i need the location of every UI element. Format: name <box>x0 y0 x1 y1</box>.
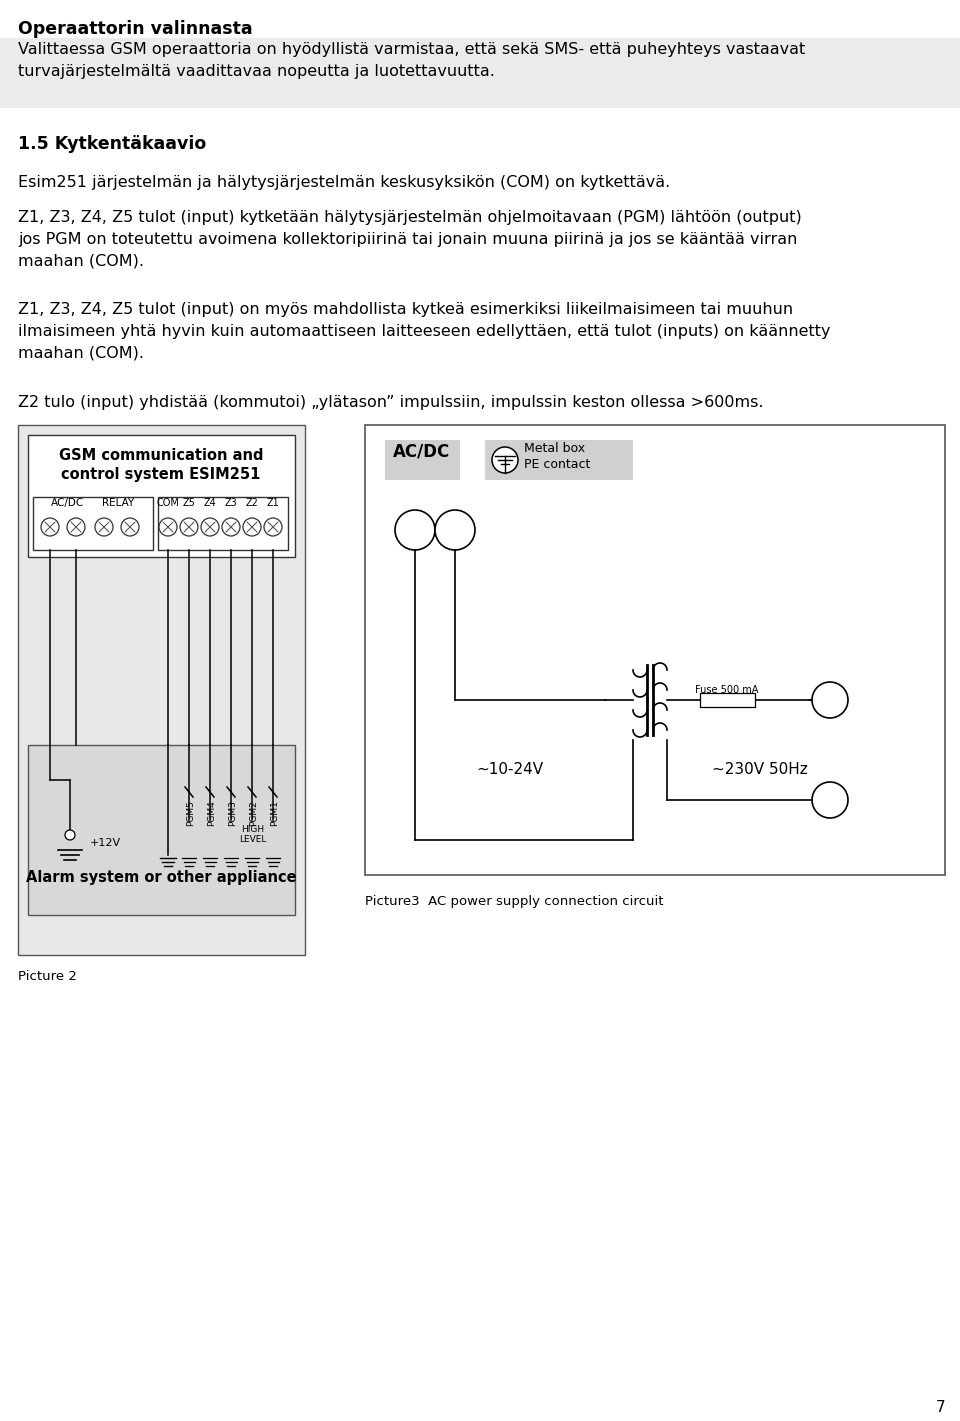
Bar <box>18 425 305 955</box>
Circle shape <box>395 510 435 550</box>
Text: ~10-24V: ~10-24V <box>476 762 543 777</box>
Text: PGM3: PGM3 <box>228 800 237 826</box>
Text: PGM5: PGM5 <box>186 800 196 826</box>
Circle shape <box>243 519 261 536</box>
Bar <box>28 745 295 915</box>
Circle shape <box>201 519 219 536</box>
Circle shape <box>222 519 240 536</box>
Bar <box>365 425 945 875</box>
Text: Picture 2: Picture 2 <box>18 971 77 983</box>
Text: 1.5 Kytkentäkaavio: 1.5 Kytkentäkaavio <box>18 135 206 153</box>
Text: Z2: Z2 <box>246 497 258 507</box>
Text: Metal box
PE contact: Metal box PE contact <box>524 442 590 470</box>
Text: Z1: Z1 <box>267 497 279 507</box>
Text: Operaattorin valinnasta: Operaattorin valinnasta <box>18 20 252 38</box>
Text: Alarm system or other appliance: Alarm system or other appliance <box>26 870 297 885</box>
Circle shape <box>95 519 113 536</box>
Text: GSM communication and
control system ESIM251: GSM communication and control system ESI… <box>59 448 263 482</box>
Text: Esim251 järjestelmän ja hälytysjärjestelmän keskusyksikön (COM) on kytkettävä.: Esim251 järjestelmän ja hälytysjärjestel… <box>18 175 670 190</box>
Bar <box>0 38 960 108</box>
Text: 7: 7 <box>935 1400 945 1415</box>
Text: HIGH
LEVEL: HIGH LEVEL <box>239 826 267 844</box>
Bar <box>158 497 288 550</box>
Circle shape <box>492 448 518 473</box>
Circle shape <box>65 830 75 840</box>
Text: Z4: Z4 <box>204 497 216 507</box>
Text: AC/DC: AC/DC <box>52 497 84 507</box>
Text: AC/DC: AC/DC <box>394 442 450 460</box>
Bar <box>33 497 153 550</box>
Text: Z2 tulo (input) yhdistää (kommutoi) „ylätason” impulssiin, impulssin keston olle: Z2 tulo (input) yhdistää (kommutoi) „ylä… <box>18 395 763 411</box>
Text: Fuse 500 mA: Fuse 500 mA <box>695 685 758 695</box>
Text: PGM2: PGM2 <box>250 800 258 826</box>
Circle shape <box>121 519 139 536</box>
Text: COM: COM <box>156 497 180 507</box>
Text: RELAY: RELAY <box>102 497 134 507</box>
Text: Picture3  AC power supply connection circuit: Picture3 AC power supply connection circ… <box>365 895 663 908</box>
Text: PGM1: PGM1 <box>271 800 279 826</box>
Text: Valittaessa GSM operaattoria on hyödyllistä varmistaa, että sekä SMS- että puhey: Valittaessa GSM operaattoria on hyödylli… <box>18 43 805 78</box>
Text: Z1, Z3, Z4, Z5 tulot (input) on myös mahdollista kytkeä esimerkiksi liikeilmaisi: Z1, Z3, Z4, Z5 tulot (input) on myös mah… <box>18 303 830 360</box>
Circle shape <box>812 782 848 818</box>
Circle shape <box>41 519 59 536</box>
Text: +12V: +12V <box>90 838 121 848</box>
Bar <box>385 441 460 480</box>
Circle shape <box>435 510 475 550</box>
Circle shape <box>180 519 198 536</box>
Bar <box>485 441 633 480</box>
Circle shape <box>159 519 177 536</box>
Circle shape <box>67 519 85 536</box>
Bar <box>700 693 755 708</box>
Text: Z3: Z3 <box>225 497 237 507</box>
Circle shape <box>812 682 848 718</box>
Bar <box>28 435 295 557</box>
Text: Z1, Z3, Z4, Z5 tulot (input) kytketään hälytysjärjestelmän ohjelmoitavaan (PGM) : Z1, Z3, Z4, Z5 tulot (input) kytketään h… <box>18 210 802 269</box>
Text: Z5: Z5 <box>182 497 196 507</box>
Circle shape <box>264 519 282 536</box>
Text: PGM4: PGM4 <box>207 800 217 826</box>
Text: ~230V 50Hz: ~230V 50Hz <box>712 762 808 777</box>
